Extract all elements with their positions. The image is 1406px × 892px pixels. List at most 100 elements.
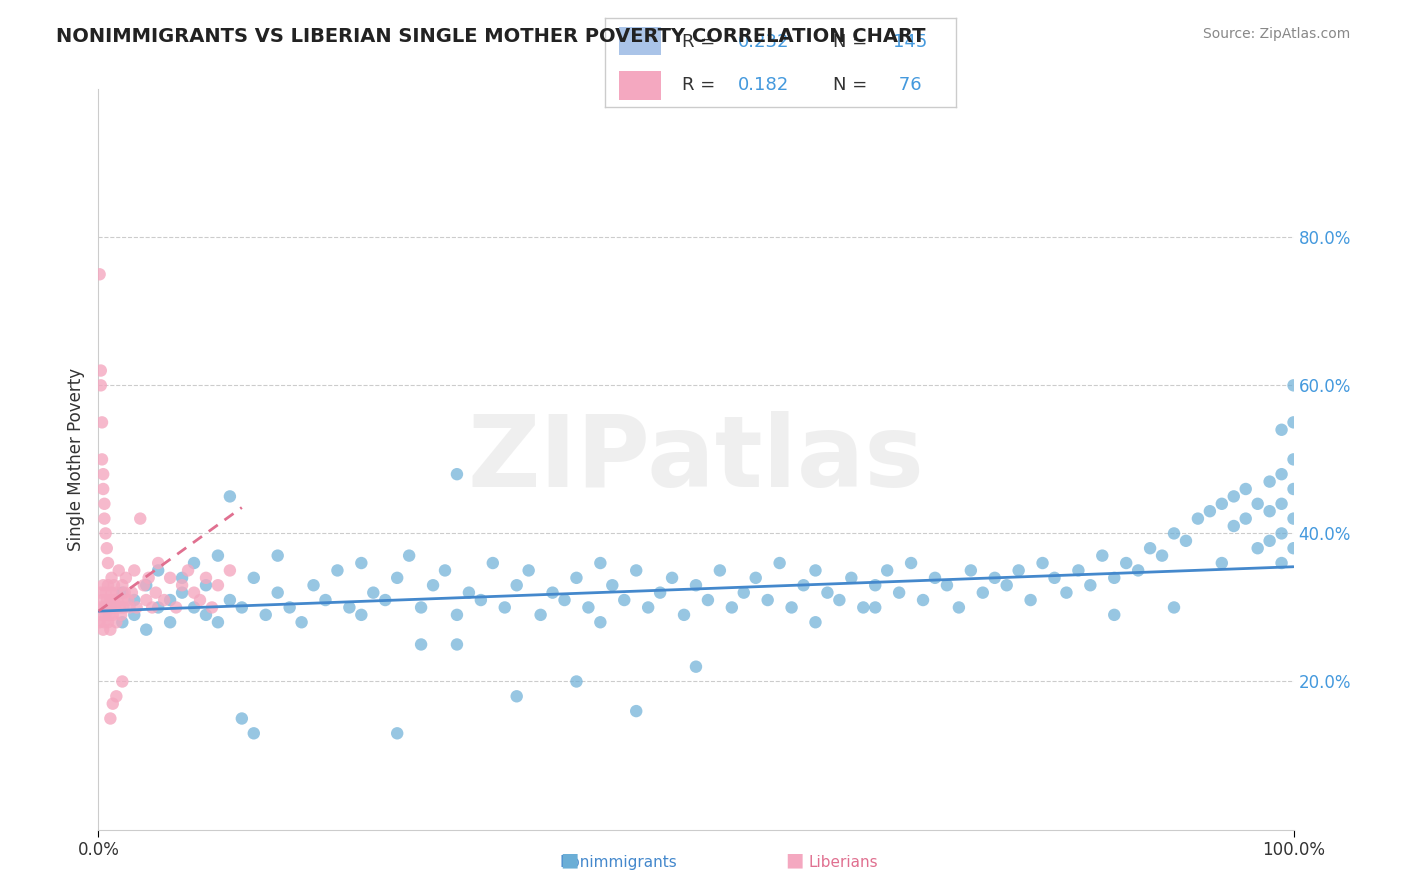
Point bbox=[159, 571, 181, 585]
Point bbox=[661, 571, 683, 585]
Point bbox=[1104, 571, 1126, 585]
Point bbox=[124, 607, 146, 622]
Point bbox=[984, 571, 1007, 585]
Point bbox=[1271, 526, 1294, 541]
Point bbox=[254, 607, 277, 622]
Point bbox=[267, 585, 290, 599]
Point bbox=[434, 564, 457, 578]
Text: 0.182: 0.182 bbox=[738, 76, 789, 94]
Point bbox=[125, 600, 148, 615]
Point bbox=[101, 697, 124, 711]
Point bbox=[148, 564, 170, 578]
Point bbox=[1271, 497, 1294, 511]
Text: R =: R = bbox=[682, 33, 721, 51]
Point bbox=[183, 556, 205, 570]
Point bbox=[828, 593, 851, 607]
Point bbox=[637, 600, 659, 615]
Point bbox=[626, 564, 648, 578]
Bar bbox=[619, 27, 661, 55]
Point bbox=[195, 571, 218, 585]
Text: 145: 145 bbox=[893, 33, 927, 51]
Point bbox=[685, 578, 707, 592]
Point bbox=[100, 585, 122, 599]
Point bbox=[91, 623, 114, 637]
Point bbox=[90, 363, 112, 377]
Point bbox=[138, 571, 160, 585]
Point bbox=[936, 578, 959, 592]
Point bbox=[1115, 556, 1137, 570]
Point bbox=[1211, 497, 1233, 511]
Point bbox=[1247, 497, 1270, 511]
Point bbox=[876, 564, 898, 578]
Point bbox=[183, 585, 205, 599]
Point bbox=[1104, 607, 1126, 622]
Point bbox=[172, 571, 194, 585]
Point bbox=[1258, 533, 1281, 548]
Point bbox=[1152, 549, 1174, 563]
Point bbox=[804, 615, 827, 630]
Point bbox=[350, 607, 373, 622]
Point bbox=[972, 585, 994, 599]
Point bbox=[589, 556, 612, 570]
Point bbox=[129, 511, 152, 525]
Point bbox=[111, 578, 134, 592]
Point bbox=[98, 600, 121, 615]
Point bbox=[1282, 452, 1305, 467]
Point bbox=[148, 556, 170, 570]
Point bbox=[115, 571, 138, 585]
Point bbox=[231, 712, 253, 726]
Point bbox=[793, 578, 815, 592]
Point bbox=[172, 585, 194, 599]
Point bbox=[219, 489, 242, 503]
Point bbox=[93, 497, 115, 511]
Point bbox=[709, 564, 731, 578]
Point bbox=[110, 607, 132, 622]
Point bbox=[326, 564, 349, 578]
Point bbox=[1043, 571, 1066, 585]
Point bbox=[565, 571, 588, 585]
Point bbox=[93, 615, 115, 630]
Point bbox=[363, 585, 385, 599]
Point bbox=[1211, 556, 1233, 570]
Point bbox=[111, 615, 134, 630]
Point bbox=[124, 593, 146, 607]
Point bbox=[117, 593, 139, 607]
Point bbox=[101, 607, 124, 622]
Point bbox=[1282, 482, 1305, 496]
Point bbox=[118, 600, 141, 615]
Point bbox=[89, 615, 111, 630]
Point bbox=[780, 600, 803, 615]
Point bbox=[995, 578, 1018, 592]
Point bbox=[96, 541, 118, 556]
Point bbox=[148, 600, 170, 615]
Point bbox=[1056, 585, 1078, 599]
Point bbox=[201, 600, 224, 615]
Text: Source: ZipAtlas.com: Source: ZipAtlas.com bbox=[1202, 27, 1350, 41]
Point bbox=[89, 268, 111, 282]
Point bbox=[94, 526, 117, 541]
Point bbox=[107, 564, 129, 578]
Point bbox=[1223, 489, 1246, 503]
Text: 76: 76 bbox=[893, 76, 921, 94]
Point bbox=[188, 593, 211, 607]
Point bbox=[315, 593, 337, 607]
Point bbox=[90, 600, 112, 615]
Point bbox=[96, 600, 118, 615]
Point bbox=[103, 578, 125, 592]
Point bbox=[98, 712, 122, 726]
Point bbox=[1019, 593, 1042, 607]
Point bbox=[98, 600, 122, 615]
Text: NONIMMIGRANTS VS LIBERIAN SINGLE MOTHER POVERTY CORRELATION CHART: NONIMMIGRANTS VS LIBERIAN SINGLE MOTHER … bbox=[56, 27, 925, 45]
Point bbox=[530, 607, 553, 622]
Point bbox=[865, 600, 887, 615]
Point bbox=[554, 593, 576, 607]
Point bbox=[613, 593, 636, 607]
Bar bbox=[619, 71, 661, 100]
Point bbox=[1008, 564, 1031, 578]
Point bbox=[1199, 504, 1222, 518]
Point bbox=[291, 615, 314, 630]
Point bbox=[481, 556, 505, 570]
Point bbox=[721, 600, 744, 615]
Text: 0.232: 0.232 bbox=[738, 33, 790, 51]
Point bbox=[98, 623, 122, 637]
